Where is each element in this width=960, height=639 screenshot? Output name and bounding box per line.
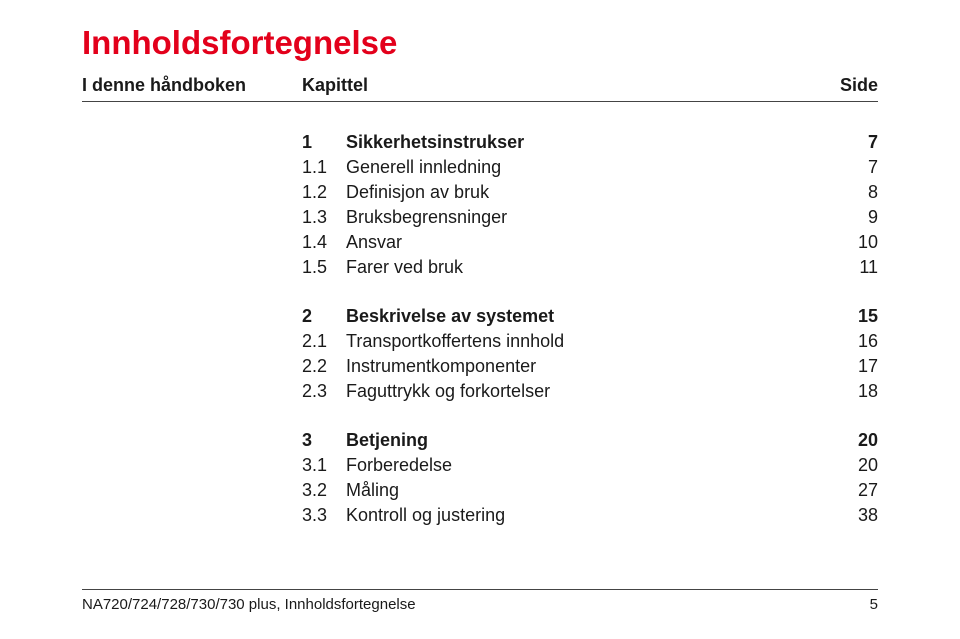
toc-subsection: 1.3Bruksbegrensninger9 (302, 205, 878, 230)
toc-section: 3Betjening203.1Forberedelse203.2Måling27… (302, 428, 878, 528)
toc-subsection-page: 11 (808, 257, 878, 278)
page: Innholdsfortegnelse I denne håndboken Ka… (0, 0, 960, 639)
toc-subsection-label: Instrumentkomponenter (346, 356, 808, 377)
toc-subsection: 1.2Definisjon av bruk8 (302, 180, 878, 205)
toc-subsection-number: 3.1 (302, 455, 346, 476)
toc-subsection-page: 27 (808, 480, 878, 501)
toc-subsection: 2.3Faguttrykk og forkortelser18 (302, 379, 878, 404)
toc-section-page: 15 (808, 306, 878, 327)
toc-subsection-label: Ansvar (346, 232, 808, 253)
toc-subsection: 3.1Forberedelse20 (302, 453, 878, 478)
toc-section-number: 1 (302, 132, 346, 153)
toc-subsection: 1.1Generell innledning7 (302, 155, 878, 180)
toc-subsection-label: Kontroll og justering (346, 505, 808, 526)
toc-header-row: I denne håndboken Kapittel Side (82, 75, 878, 102)
toc-subsection-page: 8 (808, 182, 878, 203)
toc-subsection-page: 18 (808, 381, 878, 402)
toc-header-chapter: Kapittel (302, 75, 808, 96)
toc-subsection-label: Bruksbegrensninger (346, 207, 808, 228)
toc-section-page: 7 (808, 132, 878, 153)
toc-section-label: Beskrivelse av systemet (346, 306, 808, 327)
toc-subsection-number: 2.1 (302, 331, 346, 352)
footer-page-number: 5 (870, 596, 878, 613)
toc-subsection-page: 7 (808, 157, 878, 178)
toc-section-head: 1Sikkerhetsinstrukser7 (302, 130, 878, 155)
toc-subsection-page: 16 (808, 331, 878, 352)
toc-subsection-label: Måling (346, 480, 808, 501)
toc-subsection: 2.1Transportkoffertens innhold16 (302, 329, 878, 354)
toc-subsection-number: 1.1 (302, 157, 346, 178)
toc-header-page: Side (808, 75, 878, 96)
toc-header-left: I denne håndboken (82, 75, 302, 96)
toc-section-head: 3Betjening20 (302, 428, 878, 453)
toc-subsection: 1.4Ansvar10 (302, 230, 878, 255)
toc-subsection: 1.5Farer ved bruk11 (302, 255, 878, 280)
toc-section-number: 3 (302, 430, 346, 451)
toc-subsection-page: 9 (808, 207, 878, 228)
toc-subsection-number: 1.2 (302, 182, 346, 203)
toc-section: 2Beskrivelse av systemet152.1Transportko… (302, 304, 878, 404)
toc-subsection-page: 10 (808, 232, 878, 253)
toc-subsection-label: Forberedelse (346, 455, 808, 476)
toc-subsection-number: 2.3 (302, 381, 346, 402)
toc-subsection: 3.3Kontroll og justering38 (302, 503, 878, 528)
toc-subsection-label: Generell innledning (346, 157, 808, 178)
footer-left: NA720/724/728/730/730 plus, Innholdsfort… (82, 596, 416, 613)
toc-subsection-label: Faguttrykk og forkortelser (346, 381, 808, 402)
toc-content: 1Sikkerhetsinstrukser71.1Generell innled… (302, 130, 878, 528)
toc-subsection-number: 3.3 (302, 505, 346, 526)
toc-section: 1Sikkerhetsinstrukser71.1Generell innled… (302, 130, 878, 280)
toc-subsection-label: Farer ved bruk (346, 257, 808, 278)
toc-section-number: 2 (302, 306, 346, 327)
toc-subsection-page: 17 (808, 356, 878, 377)
page-footer: NA720/724/728/730/730 plus, Innholdsfort… (82, 589, 878, 613)
toc-subsection: 2.2Instrumentkomponenter17 (302, 354, 878, 379)
toc-section-label: Betjening (346, 430, 808, 451)
toc-subsection-number: 2.2 (302, 356, 346, 377)
toc-subsection-page: 38 (808, 505, 878, 526)
toc-subsection-label: Definisjon av bruk (346, 182, 808, 203)
page-title: Innholdsfortegnelse (82, 24, 878, 62)
toc-subsection-number: 1.4 (302, 232, 346, 253)
toc-section-label: Sikkerhetsinstrukser (346, 132, 808, 153)
toc-subsection-number: 1.3 (302, 207, 346, 228)
toc-subsection-page: 20 (808, 455, 878, 476)
toc-section-head: 2Beskrivelse av systemet15 (302, 304, 878, 329)
toc-section-page: 20 (808, 430, 878, 451)
toc-subsection-number: 3.2 (302, 480, 346, 501)
toc-subsection-label: Transportkoffertens innhold (346, 331, 808, 352)
toc-subsection-number: 1.5 (302, 257, 346, 278)
toc-subsection: 3.2Måling27 (302, 478, 878, 503)
